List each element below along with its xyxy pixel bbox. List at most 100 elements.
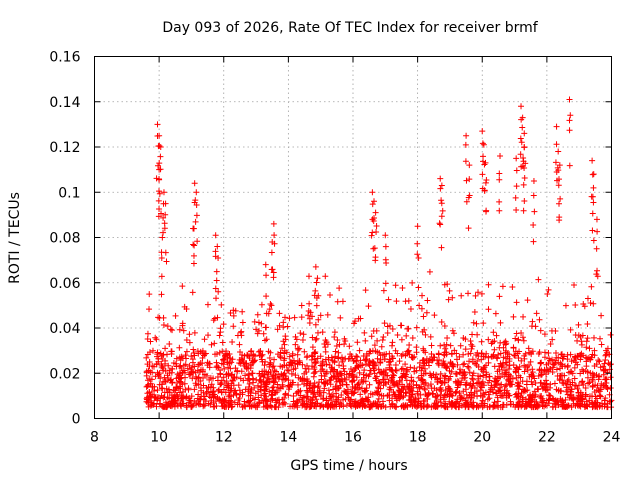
data-point [543,387,550,394]
data-point [492,390,499,397]
data-point [531,208,538,215]
data-point [464,363,471,370]
data-point [545,392,552,399]
data-point [272,403,279,410]
data-point [189,375,196,382]
data-point [555,182,562,189]
data-point [380,333,387,340]
data-point [425,391,432,398]
data-point [453,404,460,411]
data-point [319,329,326,336]
data-point [330,373,337,380]
data-point [342,338,349,345]
data-point [413,344,420,351]
data-point [195,391,202,398]
data-point [176,372,183,379]
data-point [572,301,579,308]
data-point [444,281,451,288]
data-point [556,162,563,169]
data-point [583,338,590,345]
data-point [453,356,460,363]
data-point [433,393,440,400]
data-point [367,367,374,374]
data-point [607,374,614,381]
data-point [528,396,535,403]
data-point [198,393,205,400]
data-point [324,311,331,318]
data-point [156,160,163,167]
data-point [176,344,183,351]
data-point [312,321,319,328]
data-point [517,135,524,142]
data-point [229,339,236,346]
data-point [607,384,614,391]
data-point [428,342,435,349]
data-point [226,355,233,362]
data-point [439,207,446,214]
data-point [537,327,544,334]
data-point [384,372,391,379]
data-point [149,384,156,391]
data-point [593,245,600,252]
data-point [456,366,463,373]
data-point [276,322,283,329]
data-point [348,396,355,403]
data-point [577,403,584,410]
data-point [357,357,364,364]
data-point [317,402,324,409]
data-point [264,375,271,382]
data-point [265,348,272,355]
data-point [493,354,500,361]
data-point [270,363,277,370]
data-point [511,352,518,359]
data-point [427,333,434,340]
data-point [208,381,215,388]
data-point [467,337,474,344]
data-point [158,291,165,298]
y-tick-label: 0.08 [49,231,80,247]
data-point [552,159,559,166]
data-point [482,353,489,360]
data-point [213,359,220,366]
data-point [453,388,460,395]
data-point [257,372,264,379]
data-point [598,312,605,319]
data-point [512,335,519,342]
data-point [589,227,596,234]
data-point [465,364,472,371]
data-point [417,391,424,398]
data-point [466,162,473,169]
data-point [438,200,445,207]
data-point [174,392,181,398]
data-point [266,306,273,313]
data-point [340,396,347,403]
data-point [221,365,228,372]
data-point [498,393,505,400]
data-point [162,211,169,218]
data-point [284,323,291,330]
data-point [386,358,393,365]
data-point [521,130,528,137]
data-point [547,341,554,348]
data-point [559,379,566,386]
data-point [190,252,197,259]
data-point [568,404,575,411]
data-point [486,395,493,402]
data-point [583,363,590,370]
data-point [598,400,605,407]
data-point [572,332,579,339]
data-point [159,234,166,241]
data-point [600,382,607,389]
data-point [214,394,221,401]
data-point [239,308,246,315]
data-point [348,388,355,395]
data-point [382,243,389,250]
data-point [165,362,172,369]
data-point [311,389,318,396]
data-point [480,320,487,327]
data-point [168,351,175,358]
data-point [192,373,199,380]
data-point [156,132,163,139]
data-point [314,400,321,407]
data-point [584,374,591,381]
